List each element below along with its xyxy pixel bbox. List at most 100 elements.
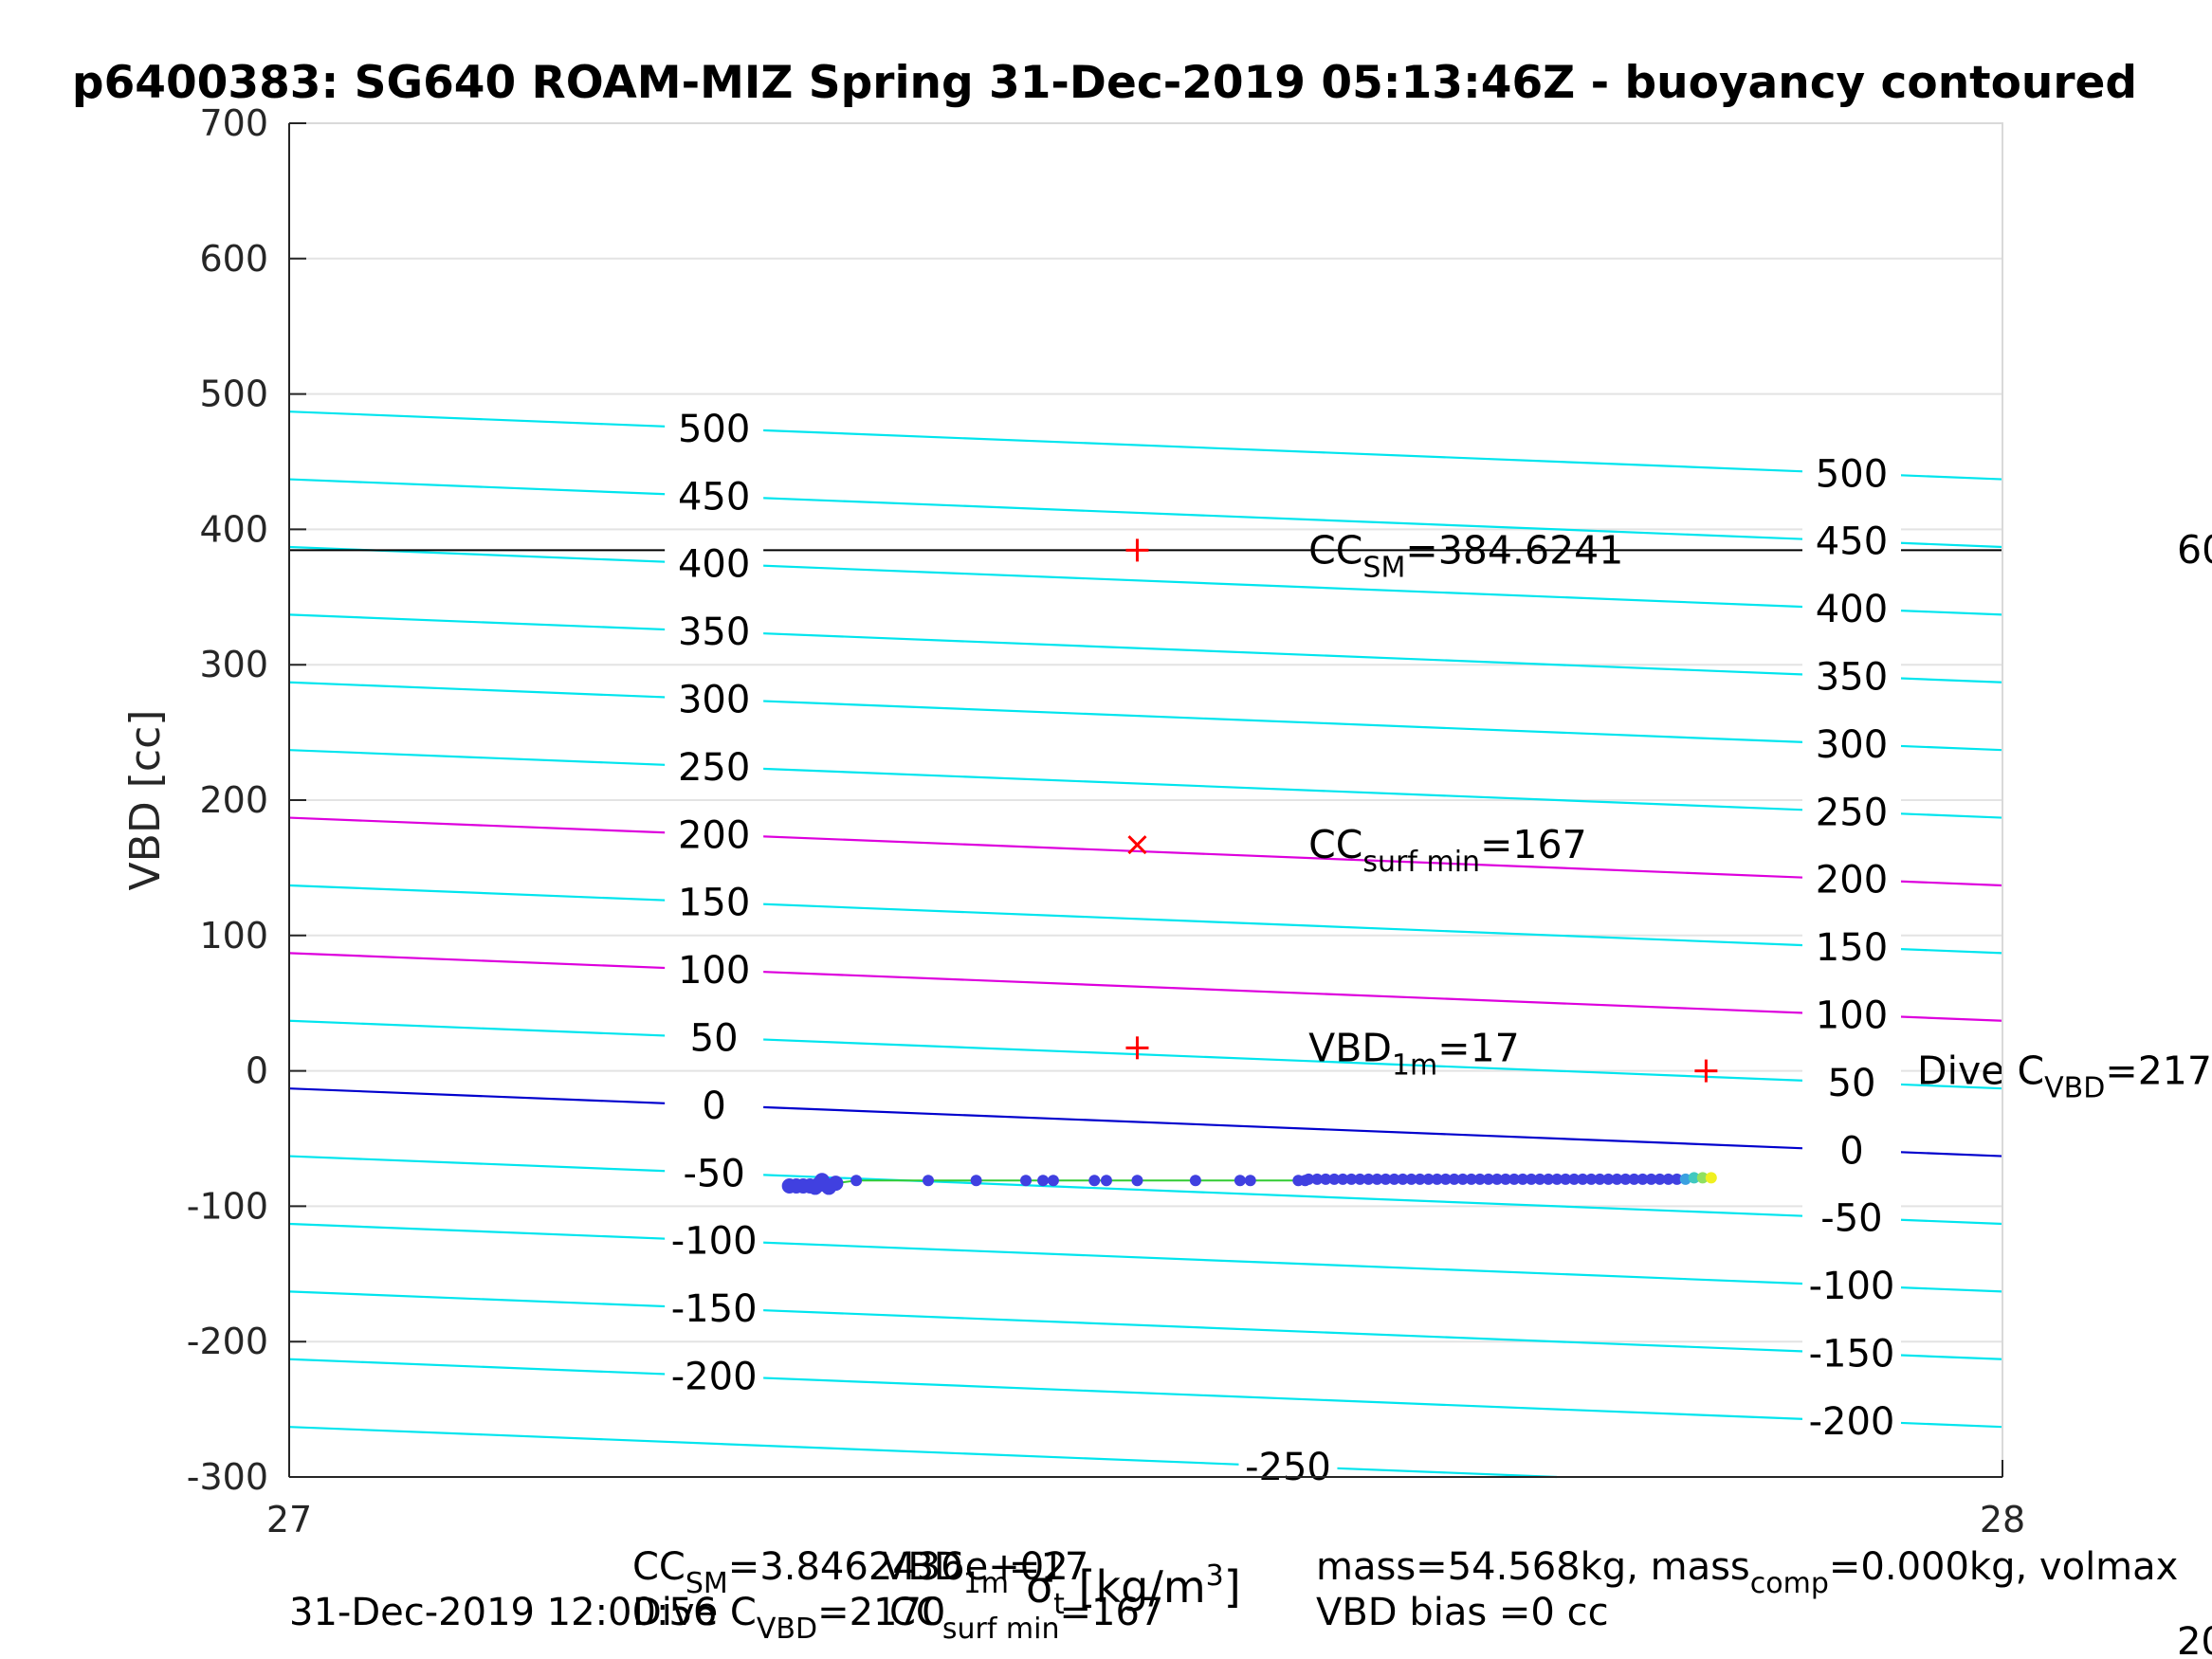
plot-area: 500450400350300250200150100500-50-100-15… [187, 102, 2212, 1540]
data-point [1362, 1173, 1375, 1185]
data-point [1328, 1173, 1341, 1185]
contour-label-bg [1801, 926, 1901, 969]
x-axis-label-sub: t [1053, 1588, 1065, 1621]
data-point [1560, 1173, 1572, 1185]
contour-label: 0 [1839, 1129, 1863, 1173]
contour-label: -150 [671, 1287, 758, 1331]
data-point [1568, 1173, 1581, 1185]
data-point [1320, 1173, 1332, 1185]
contour-label: 400 [1816, 588, 1888, 631]
contour-label: 150 [1816, 926, 1888, 970]
contour-label-bg [665, 1219, 764, 1262]
data-point [1585, 1173, 1598, 1185]
contour-label: 250 [1816, 791, 1888, 834]
footer-cc-surf-min-value: =167 [1060, 1591, 1164, 1634]
y-tick-label: 400 [199, 508, 268, 550]
data-point [1473, 1173, 1486, 1185]
contour-line [288, 410, 2003, 481]
contour-label-bg [1801, 1399, 1901, 1442]
contour-label: -50 [1820, 1197, 1882, 1241]
footer-dive-cvbd: Dive CVBD=2170 [632, 1591, 945, 1646]
footer-right-edge-text: 20 [2177, 1620, 2212, 1659]
data-point [1645, 1173, 1657, 1185]
data-point [1456, 1173, 1469, 1185]
data-point [1654, 1173, 1666, 1185]
marker-x-b [1127, 835, 1147, 855]
y-tick-label: -300 [187, 1456, 268, 1498]
contour-line [288, 1426, 1558, 1479]
contour-line [288, 884, 2003, 955]
contour-label-bg [665, 1355, 764, 1397]
data-point [1311, 1173, 1324, 1185]
contour-label: 400 [678, 543, 750, 587]
data-point [1354, 1173, 1366, 1185]
data-point [1234, 1175, 1246, 1187]
contour-label-bg [665, 407, 764, 449]
footer-dive-cvbd-value: =2170 [817, 1591, 945, 1634]
contour-label: 0 [702, 1085, 725, 1128]
markers: CCSM=384.6241 CCsurf min=167 VBD1m=17 Dive … [1125, 527, 2212, 1105]
x-axis-label-close: ] [1224, 1561, 1241, 1613]
contour-label: 450 [678, 475, 750, 519]
right-edge-text: 60 [2177, 527, 2212, 573]
data-point [1244, 1175, 1256, 1187]
marker-annotation: Dive CVBD=2170 [1917, 1048, 2212, 1105]
data-point [1688, 1172, 1700, 1184]
data-point [1439, 1173, 1452, 1185]
contour-label-bg [1801, 1265, 1901, 1307]
y-tick-label: 200 [199, 779, 268, 821]
data-point [1405, 1173, 1417, 1185]
data-point [1431, 1173, 1443, 1185]
data-point [923, 1175, 935, 1187]
contour-line [288, 681, 2003, 752]
data-point [1594, 1173, 1606, 1185]
contour-label-bg [1801, 452, 1901, 495]
footer-cc-surf-min: CCsurf min=167 [889, 1591, 1163, 1646]
data-point [1662, 1173, 1674, 1185]
data-point [1705, 1172, 1717, 1184]
footer-vbd-1m-sub: 1m [963, 1567, 1009, 1600]
data-point [1490, 1173, 1503, 1185]
data-point [1499, 1173, 1511, 1185]
contour-label-bg [1801, 1061, 1901, 1103]
contour-line [288, 952, 2003, 1022]
marker-annotation: CCsurf min=167 [1308, 822, 1587, 879]
data-point [1448, 1173, 1460, 1185]
data-point [1337, 1173, 1349, 1185]
data-point [1636, 1173, 1649, 1185]
contour-label-bg [665, 745, 764, 788]
y-tick-label: 700 [199, 102, 268, 144]
contour-label: -250 [1245, 1446, 1331, 1489]
data-point [1551, 1173, 1563, 1185]
marker-annotation: CCSM=384.6241 [1308, 527, 1623, 584]
x-axis-label-units: [kg/m [1065, 1561, 1206, 1613]
data-point [1345, 1173, 1358, 1185]
contour-label: 300 [678, 678, 750, 721]
data-point [850, 1175, 863, 1187]
y-tick-label: 0 [246, 1050, 268, 1092]
data-point [1414, 1173, 1426, 1185]
y-tick-label: 100 [199, 915, 268, 957]
data-point [1602, 1173, 1615, 1185]
contour-label-bg [1238, 1445, 1338, 1487]
contour-label: 50 [1828, 1062, 1876, 1105]
contour-line [288, 1290, 2003, 1360]
contour-label-bg [665, 678, 764, 720]
footer-cc-surf-min-label: CC [889, 1591, 942, 1634]
footer-cc-sm-sub: SM [686, 1567, 728, 1600]
x-axis-label-main: σ [1026, 1561, 1053, 1613]
contour-label-bg [665, 949, 764, 992]
data-point [1628, 1173, 1640, 1185]
data-point [1189, 1175, 1201, 1187]
x-axis-label: σt [kg/m3] [1026, 1559, 1241, 1621]
footer-cc-sm-value: =3.8462436e+02 [728, 1545, 1069, 1589]
contour-label-bg [1801, 1129, 1901, 1172]
contour-labels: 500450400350300250200150100500-50-100-15… [665, 407, 1901, 1489]
contour-label-bg [665, 881, 764, 923]
data-point [1611, 1173, 1623, 1185]
contour-label-bg [665, 1152, 764, 1194]
y-tick-label: 500 [199, 374, 268, 415]
data-point [1534, 1173, 1546, 1185]
contour-label: 350 [678, 611, 750, 654]
data-point [970, 1175, 982, 1187]
